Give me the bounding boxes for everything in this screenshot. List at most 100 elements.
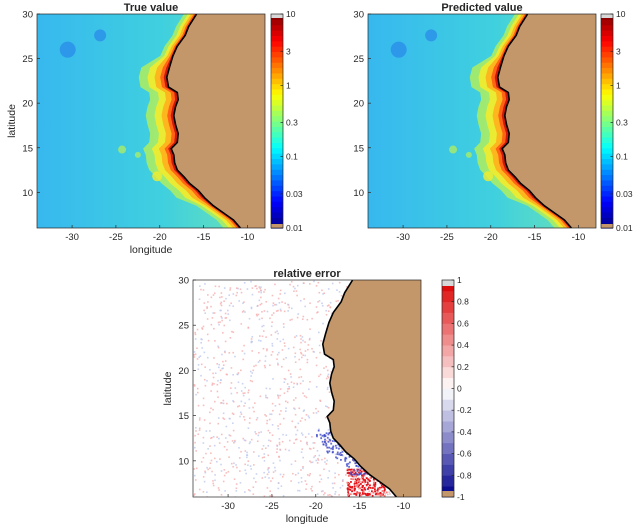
colorbar-segment xyxy=(442,377,454,389)
error-speck xyxy=(320,478,323,481)
error-speck xyxy=(347,485,350,488)
error-speck xyxy=(221,296,223,298)
error-speck xyxy=(287,347,290,350)
y-axis-label: latitude xyxy=(6,104,18,138)
error-speck xyxy=(281,475,284,478)
error-speck xyxy=(259,335,261,337)
error-speck xyxy=(376,494,379,496)
error-speck xyxy=(306,358,309,361)
error-speck xyxy=(248,398,251,401)
error-speck xyxy=(223,474,226,477)
error-speck xyxy=(249,417,251,420)
error-speck xyxy=(304,341,306,343)
colorbar-segment xyxy=(271,153,283,160)
error-speck xyxy=(210,296,213,299)
colorbar-segment xyxy=(271,185,283,192)
error-speck xyxy=(326,386,329,389)
error-speck xyxy=(202,476,205,478)
error-speck xyxy=(325,405,327,407)
error-speck xyxy=(335,300,338,303)
error-speck xyxy=(329,439,332,442)
error-speck xyxy=(288,449,290,452)
error-speck xyxy=(300,356,303,359)
error-speck xyxy=(217,346,220,349)
error-speck xyxy=(220,379,222,382)
error-speck xyxy=(193,351,196,353)
error-speck xyxy=(384,488,386,491)
colorbar-segment xyxy=(601,40,613,47)
error-speck xyxy=(338,494,340,496)
error-speck xyxy=(259,303,262,306)
error-speck xyxy=(250,306,253,309)
error-speck xyxy=(302,456,304,459)
error-speck xyxy=(224,312,227,315)
error-speck xyxy=(293,399,295,401)
error-speck xyxy=(334,493,336,495)
error-speck xyxy=(212,435,215,438)
error-speck xyxy=(240,390,243,392)
error-speck xyxy=(349,493,352,496)
error-speck xyxy=(251,350,254,352)
error-speck xyxy=(277,309,279,312)
error-speck xyxy=(279,308,282,311)
error-speck xyxy=(354,473,356,476)
error-speck xyxy=(222,364,225,366)
error-speck xyxy=(281,301,283,303)
error-speck xyxy=(260,431,262,433)
error-speck xyxy=(231,440,234,442)
error-speck xyxy=(223,287,226,289)
error-speck xyxy=(381,490,384,492)
error-speck xyxy=(381,494,384,497)
error-speck xyxy=(206,333,209,336)
error-speck xyxy=(290,280,293,283)
error-speck xyxy=(209,445,211,447)
error-speck xyxy=(370,490,373,493)
error-speck xyxy=(327,406,330,409)
error-speck xyxy=(299,368,302,371)
error-speck xyxy=(271,342,274,345)
error-speck xyxy=(353,482,356,485)
error-speck xyxy=(347,475,350,477)
colorbar-segment xyxy=(271,195,283,202)
colorbar-segment xyxy=(601,46,613,53)
error-speck xyxy=(244,402,246,404)
error-speck xyxy=(282,326,285,328)
error-speck xyxy=(260,296,262,299)
error-speck xyxy=(220,292,223,294)
error-speck xyxy=(268,418,271,421)
error-speck xyxy=(293,442,295,444)
error-speck xyxy=(298,489,301,492)
colorbar-land-swatch xyxy=(442,491,454,497)
error-speck xyxy=(346,286,348,288)
error-speck xyxy=(194,333,197,336)
error-speck xyxy=(310,488,312,490)
error-speck xyxy=(202,442,205,444)
error-speck xyxy=(333,482,336,485)
colorbar-tick-label: -0.8 xyxy=(457,470,472,480)
error-speck xyxy=(230,302,232,305)
error-speck xyxy=(362,485,364,487)
error-speck xyxy=(226,448,228,451)
error-speck xyxy=(322,293,324,295)
error-speck xyxy=(243,392,246,394)
error-speck xyxy=(225,373,228,376)
error-speck xyxy=(214,479,216,482)
error-speck xyxy=(287,310,289,312)
error-speck xyxy=(252,493,255,495)
error-speck xyxy=(211,317,214,319)
colorbar-segment xyxy=(442,334,454,346)
error-speck xyxy=(362,473,365,476)
error-speck xyxy=(293,407,295,410)
error-speck xyxy=(224,490,226,492)
error-speck xyxy=(351,471,354,474)
colorbar-segment xyxy=(601,62,613,69)
colorbar-segment xyxy=(271,62,283,69)
colorbar-segment xyxy=(601,142,613,149)
error-speck xyxy=(339,454,342,456)
error-speck xyxy=(250,438,253,441)
error-speck xyxy=(277,397,280,399)
error-speck xyxy=(216,363,219,365)
error-speck xyxy=(356,468,359,471)
error-speck xyxy=(327,440,330,443)
